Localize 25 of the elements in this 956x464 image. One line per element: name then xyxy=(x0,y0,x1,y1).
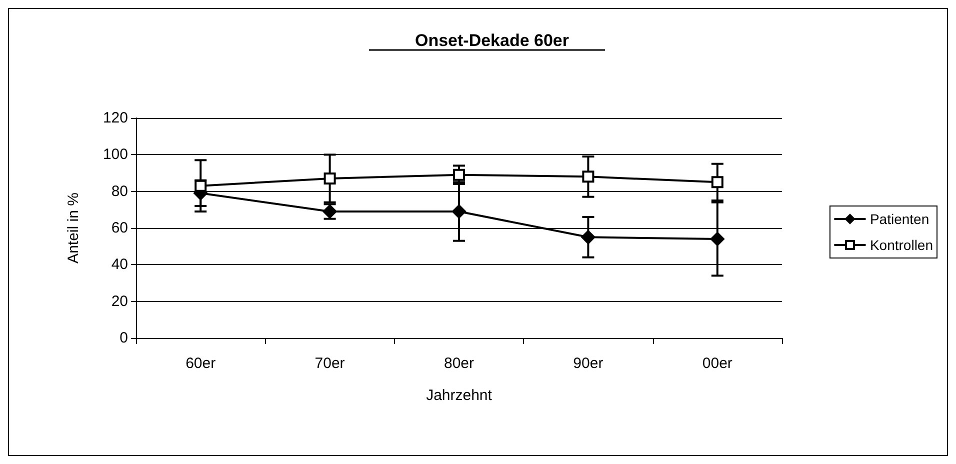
y-tick-label: 100 xyxy=(102,146,128,164)
point xyxy=(711,176,724,188)
y-tick-label: 0 xyxy=(120,330,128,346)
y-tick-label: 40 xyxy=(111,256,128,274)
x-tick-label: 70er xyxy=(314,355,345,372)
point xyxy=(324,172,336,184)
legend-label: Patienten xyxy=(870,211,930,227)
x-tick-label: 60er xyxy=(186,355,216,372)
y-tick-label: 120 xyxy=(102,110,128,126)
point xyxy=(710,232,724,246)
y-axis-title: Anteil in % xyxy=(65,192,82,264)
y-tick-label: 80 xyxy=(111,182,128,200)
y-tick-label: 20 xyxy=(111,292,128,310)
point xyxy=(581,230,596,244)
y-tick-label: 60 xyxy=(111,220,128,236)
point xyxy=(453,168,465,181)
x-tick-label: 90er xyxy=(573,355,604,372)
legend-label: Kontrollen xyxy=(870,237,934,253)
point xyxy=(194,180,207,192)
x-axis-title: Jahrzehnt xyxy=(426,387,493,404)
point xyxy=(582,170,594,183)
x-tick-label: 80er xyxy=(444,355,474,372)
x-tick-label: 00er xyxy=(702,355,732,372)
point xyxy=(452,204,466,218)
chart-title: Onset-Dekade 60er xyxy=(414,31,570,50)
